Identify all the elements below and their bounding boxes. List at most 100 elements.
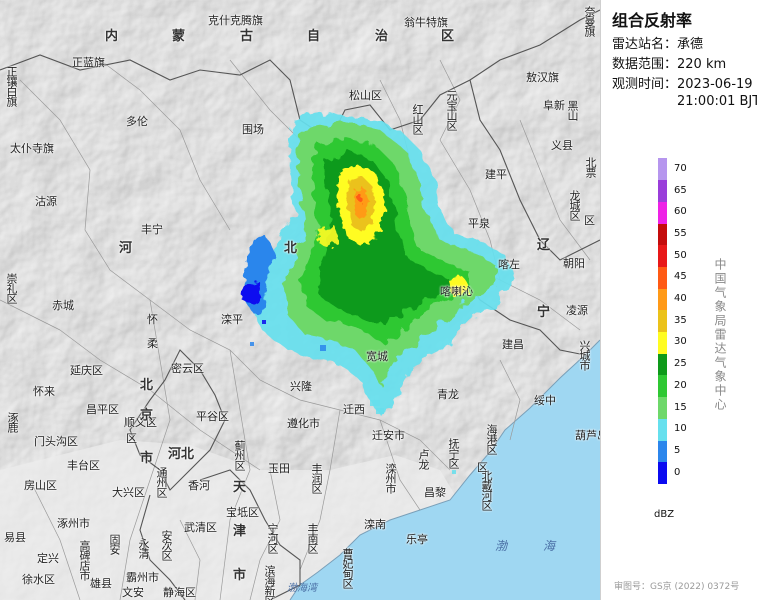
map-label: 海 (543, 539, 556, 553)
legend-tick-label: 45 (674, 271, 687, 283)
time-clock: 21:00:01 BJT (677, 94, 757, 109)
legend-tick-label: 70 (674, 162, 687, 174)
map-label: 滦平 (221, 313, 243, 326)
map-label: 克什克腾旗 (208, 14, 263, 27)
map-label: 京 (140, 408, 154, 423)
map-label: 滦州市 (384, 463, 397, 493)
legend-tick-label: 0 (674, 466, 681, 478)
map-label: 怀 (147, 313, 158, 326)
legend-tick-label: 35 (674, 314, 687, 326)
map-label: 朝阳 (563, 257, 585, 270)
map-label: 怀来 (33, 385, 55, 398)
legend-tick-label: 25 (674, 358, 687, 370)
map-label: 抚宁区 (447, 438, 460, 468)
map-label: 兴城市 (578, 340, 591, 370)
map-label: 曹妃甸区 (341, 548, 354, 588)
map-label: 宁河区 (266, 523, 279, 553)
map-label: 安次区 (160, 530, 173, 560)
map-label: 阜新 (543, 99, 565, 112)
map-label: 河 (119, 241, 133, 256)
map-label: 葫芦岛 (575, 429, 600, 442)
legend-swatch (658, 396, 667, 419)
legend-tick-label: 15 (674, 401, 687, 413)
legend-tick-label: 5 (674, 444, 681, 456)
map-label: 绥中 (534, 394, 556, 407)
map-label: 治 (375, 29, 389, 44)
map-label: 北 (284, 241, 298, 256)
map-label: 翁牛特旗 (404, 16, 448, 29)
legend-swatch (658, 353, 667, 376)
map-label: 迁西 (343, 403, 365, 416)
sea-bohai (290, 340, 600, 600)
map-label: 固安 (108, 534, 121, 554)
map-label: 徐水区 (22, 573, 55, 586)
map-label: 易县 (4, 531, 26, 544)
map-label: 太仆寺旗 (10, 142, 54, 155)
map-label: 北戴河区 (480, 470, 493, 510)
map-label: 迁安市 (372, 429, 405, 442)
legend-swatch (658, 266, 667, 289)
legend-swatch (658, 331, 667, 354)
map-label: 宽城 (366, 350, 388, 363)
map-label: 辽 (537, 238, 551, 253)
map-label: 敖汉旗 (526, 71, 559, 84)
map-label: 沽源 (35, 195, 57, 208)
range-value: 220 km (677, 57, 727, 72)
map-label: 遵化市 (287, 417, 320, 430)
map-label: 北票 (584, 157, 597, 177)
time-date: 2023-06-19 (677, 77, 753, 92)
map-label: 大兴区 (112, 486, 145, 499)
station-value: 承德 (677, 37, 704, 52)
map-label: 北 (140, 378, 154, 393)
map-label: 文安 (122, 586, 144, 599)
map-label: 建平 (485, 168, 507, 181)
map-label: 崇礼区 (5, 273, 18, 303)
map-label: 柔 (147, 337, 158, 350)
map-label: 武清区 (184, 521, 217, 534)
map-label: 松山区 (349, 89, 382, 102)
time-label: 观测时间： (612, 77, 678, 92)
map-label: 渤海湾 (287, 583, 317, 594)
map-label: 霸州市 (126, 571, 159, 584)
map-label: 区 (126, 432, 137, 445)
legend-swatch (658, 288, 667, 311)
map-label: 赤城 (52, 299, 74, 312)
map-label: 蓟州区 (233, 440, 246, 470)
station-label: 雷达站名： (612, 37, 678, 52)
map-label: 高碑店市 (78, 540, 91, 580)
map-label: 渤 (495, 539, 508, 553)
map-label: 丰润区 (310, 463, 323, 493)
organization-name: 中国气象局雷达气象中心 (713, 258, 727, 412)
map-label: 区 (441, 29, 455, 44)
map-label: 区 (477, 461, 488, 474)
map-label: 蒙 (172, 29, 186, 44)
map-label: 丰台区 (67, 459, 100, 472)
map-label: 丰南区 (306, 523, 319, 553)
map-label: 海港区 (485, 424, 498, 454)
map-label: 青龙 (437, 388, 459, 401)
map-label: 喀左 (498, 258, 520, 271)
map-label: 涿州市 (57, 517, 90, 530)
legend-tick-label: 60 (674, 206, 687, 218)
map-label: 自 (307, 29, 321, 44)
map-label: 凌源 (566, 304, 588, 317)
map-label: 定兴 (37, 552, 59, 565)
map-label: 喀喇沁 (440, 285, 473, 298)
legend-tick-label: 50 (674, 249, 687, 261)
legend-tick-label: 20 (674, 379, 687, 391)
legend-tick-label: 30 (674, 336, 687, 348)
legend-swatch (658, 179, 667, 202)
map-label: 义县 (551, 139, 573, 152)
legend-swatch (658, 375, 667, 398)
map-label: 香河 (188, 479, 210, 492)
map-label: 龙城区 (568, 190, 581, 220)
map-label: 门头沟区 (34, 435, 78, 448)
range-label: 数据范围： (612, 57, 678, 72)
legend-swatch (658, 440, 667, 463)
radar-map[interactable]: 内 蒙 古 自 治 区 克什克腾旗 翁牛特旗 奈曼旗 正蓝旗 敖汉旗 正镶白旗 … (0, 0, 600, 600)
map-label: 正蓝旗 (72, 56, 105, 69)
map-label: 平谷区 (196, 410, 229, 423)
legend-swatch (658, 158, 667, 181)
map-label: 兴隆 (290, 380, 312, 393)
